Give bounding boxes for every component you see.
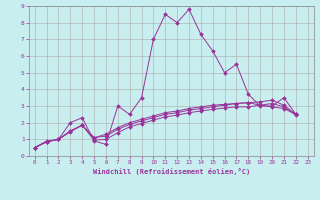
X-axis label: Windchill (Refroidissement éolien,°C): Windchill (Refroidissement éolien,°C)	[92, 168, 250, 175]
